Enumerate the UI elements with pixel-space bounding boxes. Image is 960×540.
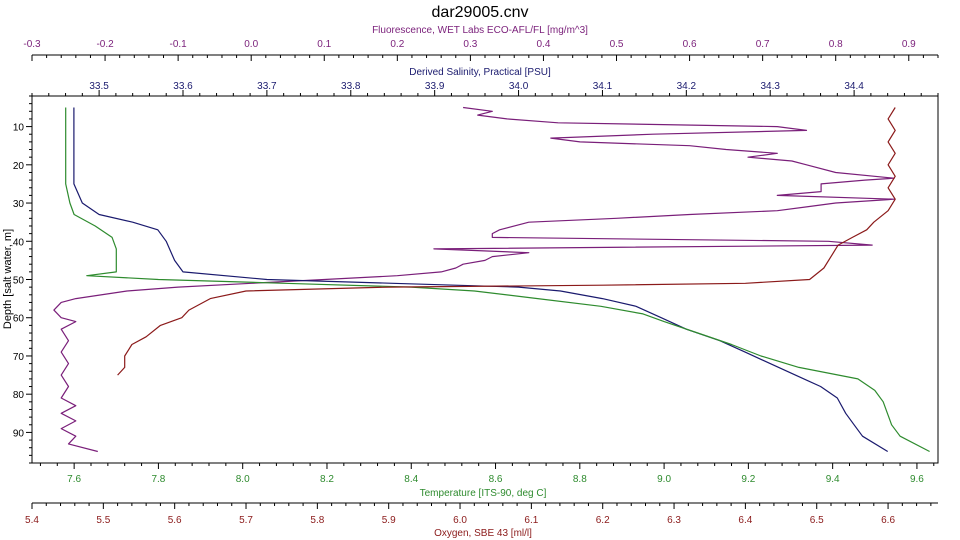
oxygen-tick-label: 6.1	[524, 515, 538, 526]
fluorescence-tick-label: 0.6	[683, 39, 697, 50]
salinity-tick-label: 33.5	[89, 81, 109, 92]
salinity-tick-label: 34.3	[760, 81, 780, 92]
depth-tick-label: 90	[13, 428, 25, 439]
fluorescence-tick-label: -0.1	[170, 39, 188, 50]
depth-tick-label: 60	[13, 314, 25, 325]
temperature-axis: 7.6 7.8 8.0 8.2 8.4 8.6 8.8 9.0 9.2 9.4 9.6 Temper…	[32, 462, 938, 499]
temperature-tick-label: 9.2	[741, 474, 755, 485]
salinity-axis-label: Derived Salinity, Practical [PSU]	[409, 67, 551, 78]
salinity-tick-label: 34.2	[677, 81, 697, 92]
oxygen-tick-label: 5.6	[168, 515, 182, 526]
oxygen-tick-label: 5.7	[239, 515, 253, 526]
fluorescence-tick-label: 0.7	[756, 39, 770, 50]
temperature-tick-label: 8.8	[573, 474, 587, 485]
fluorescence-profile-line	[53, 106, 895, 453]
fluorescence-tick-label: -0.3	[23, 39, 41, 50]
oxygen-tick-label: 5.8	[310, 515, 324, 526]
fluorescence-tick-label: 0.2	[390, 39, 404, 50]
depth-tick-label: 80	[13, 390, 25, 401]
oxygen-profile-line	[117, 107, 896, 376]
depth-tick-label: 50	[13, 276, 25, 287]
depth-tick-label: 70	[13, 352, 25, 363]
depth-tick-label: 20	[13, 161, 25, 172]
oxygen-tick-label: 6.3	[667, 515, 681, 526]
oxygen-axis: 5.4 5.5 5.6 5.7 5.8 5.9 6.0 6.1 6.2 6.3 6.4 6.5 6.6 …	[25, 502, 938, 539]
salinity-tick-label: 33.7	[257, 81, 277, 92]
oxygen-tick-label: 6.6	[881, 515, 895, 526]
fluorescence-tick-label: -0.2	[96, 39, 114, 50]
salinity-tick-label: 34.4	[844, 81, 864, 92]
plot-area	[31, 95, 939, 464]
fluorescence-tick-label: 0.3	[463, 39, 477, 50]
temperature-tick-label: 8.4	[404, 474, 418, 485]
fluorescence-tick-label: 0.8	[829, 39, 843, 50]
oxygen-tick-label: 6.4	[738, 515, 752, 526]
salinity-tick-label: 34.1	[593, 81, 613, 92]
depth-tick-label: 30	[13, 199, 25, 210]
fluorescence-tick-label: 0.5	[610, 39, 624, 50]
oxygen-tick-label: 5.4	[25, 515, 39, 526]
depth-axis-label: Depth [salt water, m]	[2, 229, 14, 329]
salinity-axis: Derived Salinity, Practical [PSU] 33.5 33…	[31, 67, 939, 97]
depth-axis: Depth [salt water, m] 10 20 30 40 50 60 70 80 90	[2, 95, 32, 464]
fluorescence-tick-label: 0.4	[536, 39, 550, 50]
oxygen-tick-label: 5.9	[382, 515, 396, 526]
temperature-tick-label: 9.6	[910, 474, 924, 485]
oxygen-tick-label: 6.0	[453, 515, 467, 526]
temperature-axis-label: Temperature [ITS-90, deg C]	[420, 488, 547, 499]
temperature-tick-label: 9.0	[657, 474, 671, 485]
salinity-profile-line	[73, 107, 889, 453]
fluorescence-tick-label: 0.1	[317, 39, 331, 50]
depth-tick-label: 10	[13, 123, 25, 134]
temperature-tick-label: 8.2	[320, 474, 334, 485]
temperature-profile-line	[65, 107, 930, 453]
temperature-tick-label: 9.4	[826, 474, 840, 485]
fluorescence-axis: Fluorescence, WET Labs ECO-AFL/FL [mg/m^…	[23, 25, 939, 61]
chart-title: dar29005.cnv	[432, 4, 529, 21]
temperature-tick-label: 8.6	[489, 474, 503, 485]
oxygen-axis-label: Oxygen, SBE 43 [ml/l]	[434, 528, 532, 539]
oxygen-tick-label: 5.5	[96, 515, 110, 526]
temperature-tick-label: 7.8	[151, 474, 165, 485]
temperature-tick-label: 7.6	[67, 474, 81, 485]
fluorescence-tick-label: 0.9	[902, 39, 916, 50]
fluorescence-tick-label: 0.0	[244, 39, 258, 50]
depth-tick-label: 40	[13, 237, 25, 248]
salinity-tick-label: 33.6	[173, 81, 193, 92]
fluorescence-axis-label: Fluorescence, WET Labs ECO-AFL/FL [mg/m^…	[372, 25, 588, 36]
salinity-tick-label: 34.0	[509, 81, 529, 92]
oxygen-tick-label: 6.2	[596, 515, 610, 526]
salinity-tick-label: 33.9	[425, 81, 445, 92]
salinity-tick-label: 33.8	[341, 81, 361, 92]
temperature-tick-label: 8.0	[236, 474, 250, 485]
oxygen-tick-label: 6.5	[810, 515, 824, 526]
